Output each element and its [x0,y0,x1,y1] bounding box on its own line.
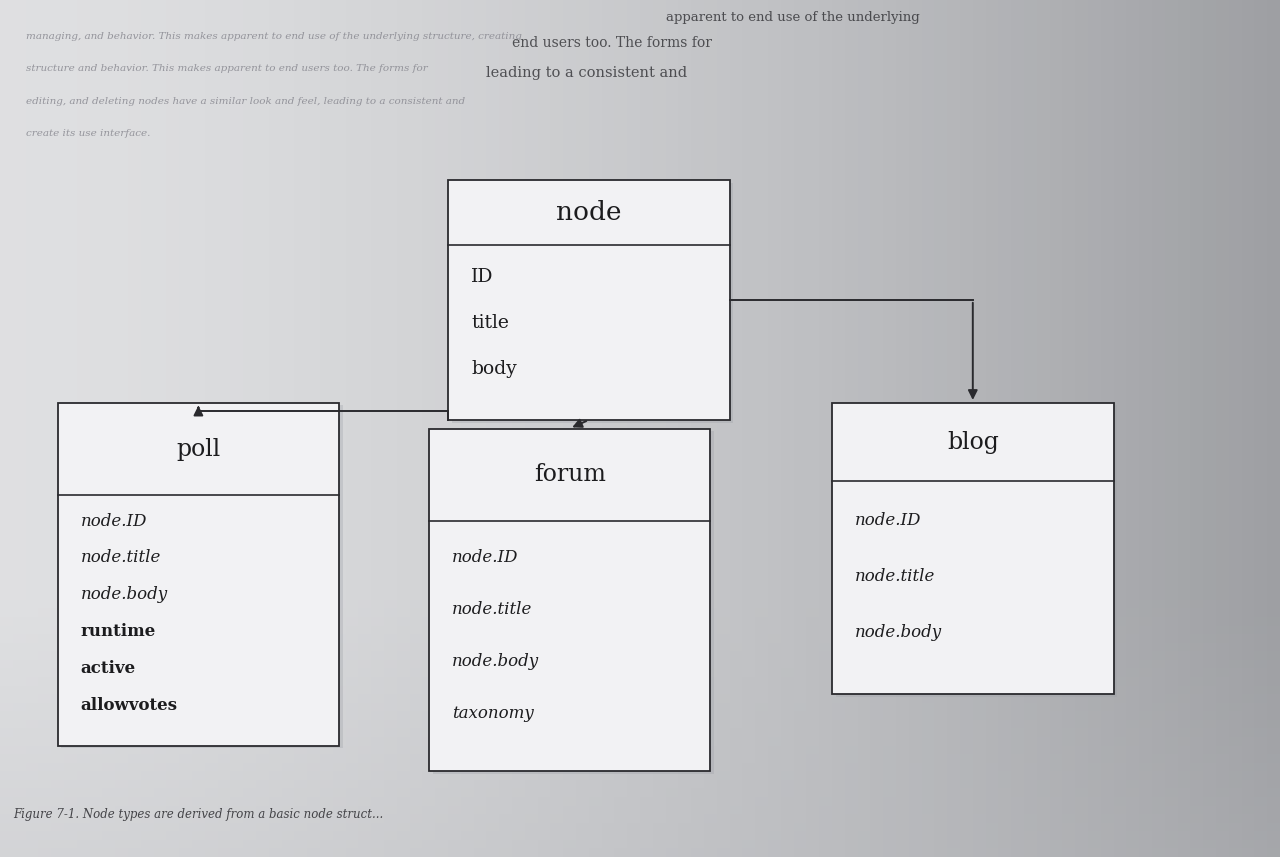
Text: taxonomy: taxonomy [452,705,534,722]
Text: node.ID: node.ID [81,512,147,530]
Text: node.title: node.title [452,601,532,618]
Text: forum: forum [534,464,605,486]
FancyBboxPatch shape [836,405,1117,697]
Text: runtime: runtime [81,623,156,640]
Text: title: title [471,315,509,333]
Text: apparent to end use of the underlying: apparent to end use of the underlying [666,11,919,25]
Text: node.ID: node.ID [452,549,518,566]
Text: body: body [471,360,517,378]
Text: node.title: node.title [81,549,161,566]
Text: create its use interface.: create its use interface. [26,129,150,138]
Text: end users too. The forms for: end users too. The forms for [512,36,712,51]
Text: active: active [81,660,136,677]
Text: allowvotes: allowvotes [81,697,178,714]
FancyBboxPatch shape [61,405,343,748]
Text: managing, and behavior. This makes apparent to end use of the underlying structu: managing, and behavior. This makes appar… [26,32,521,40]
Text: Figure 7-1. Node types are derived from a basic node struct...: Figure 7-1. Node types are derived from … [13,808,383,822]
Text: editing, and deleting nodes have a similar look and feel, leading to a consisten: editing, and deleting nodes have a simil… [26,97,465,105]
Text: poll: poll [177,438,220,460]
FancyBboxPatch shape [429,428,710,771]
Text: node.body: node.body [81,586,168,603]
FancyBboxPatch shape [58,403,339,746]
FancyBboxPatch shape [832,403,1114,694]
FancyBboxPatch shape [433,431,714,774]
FancyBboxPatch shape [452,183,733,423]
Text: node.ID: node.ID [855,512,922,529]
Text: node.body: node.body [855,624,942,641]
Text: leading to a consistent and: leading to a consistent and [486,66,687,81]
Text: structure and behavior. This makes apparent to end users too. The forms for: structure and behavior. This makes appar… [26,64,428,73]
Text: blog: blog [947,430,998,453]
Text: node.body: node.body [452,653,539,670]
Text: node: node [556,200,622,225]
Text: ID: ID [471,268,494,286]
Text: node.title: node.title [855,568,936,585]
FancyBboxPatch shape [448,180,730,420]
